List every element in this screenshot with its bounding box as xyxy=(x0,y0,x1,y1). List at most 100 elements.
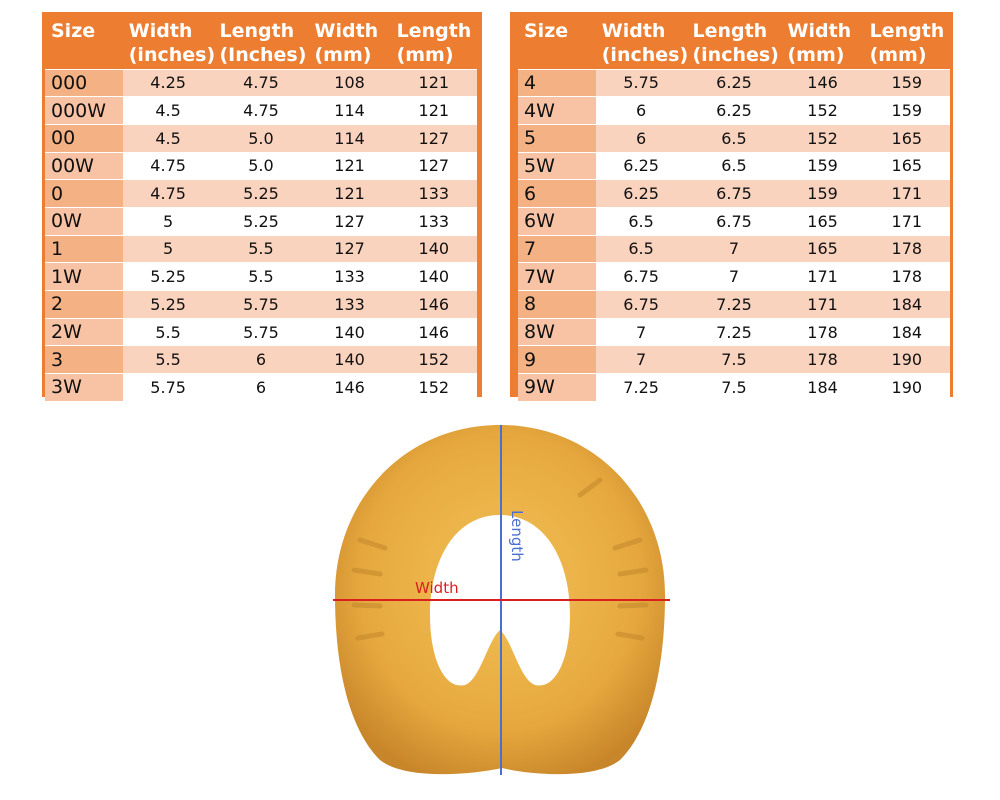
measurement-cell: 6 xyxy=(595,123,687,153)
measurement-cell: 7 xyxy=(686,234,782,263)
measurement-cell: 114 xyxy=(308,96,391,125)
measurement-cell: 121 xyxy=(308,151,391,180)
table-row: 4 5.75 6.25 146 159 xyxy=(518,68,950,97)
size-cell: 1 xyxy=(45,234,123,263)
measurement-cell: 133 xyxy=(308,290,391,319)
measurement-cell: 4.75 xyxy=(213,68,309,97)
size-cell: 8 xyxy=(518,290,596,319)
measurement-cell: 6.75 xyxy=(595,262,687,291)
measurement-cell: 146 xyxy=(390,290,477,319)
size-cell: 2W xyxy=(45,317,123,346)
table-row: 6W 6.5 6.75 165 171 xyxy=(518,206,950,236)
measurement-cell: 152 xyxy=(781,123,864,153)
column-header: Width (mm) xyxy=(781,15,864,69)
measurement-cell: 178 xyxy=(781,345,864,374)
table-divider-gap xyxy=(482,12,510,397)
measurement-cell: 171 xyxy=(781,290,864,319)
measurement-cell: 4.5 xyxy=(122,123,214,153)
measurement-cell: 5.25 xyxy=(213,179,309,208)
measurement-cell: 5 xyxy=(122,206,214,236)
measurement-cell: 159 xyxy=(863,68,950,97)
measurement-cell: 152 xyxy=(390,345,477,374)
measurement-cell: 4.75 xyxy=(213,96,309,125)
measurement-cell: 159 xyxy=(781,179,864,208)
size-cell: 00W xyxy=(45,151,123,180)
measurement-cell: 5.0 xyxy=(213,123,309,153)
table-divider xyxy=(478,12,515,397)
header-row: Size Width (inches) Length (Inches) Width (… xyxy=(45,15,477,69)
measurement-cell: 6.75 xyxy=(686,179,782,208)
measurement-cell: 6.25 xyxy=(686,96,782,125)
size-cell: 7 xyxy=(518,234,596,263)
width-label: Width xyxy=(415,579,459,597)
measurement-cell: 178 xyxy=(863,234,950,263)
measurement-cell: 6.5 xyxy=(686,151,782,180)
measurement-cell: 7 xyxy=(595,345,687,374)
table-row: 7W 6.75 7 171 178 xyxy=(518,262,950,291)
measurement-cell: 5.25 xyxy=(213,206,309,236)
measurement-cell: 7.5 xyxy=(686,345,782,374)
measurement-cell: 6.25 xyxy=(595,179,687,208)
measurement-cell: 133 xyxy=(308,262,391,291)
measurement-cell: 127 xyxy=(390,151,477,180)
size-cell: 00 xyxy=(45,123,123,153)
size-cell: 3 xyxy=(45,345,123,374)
size-cell: 0 xyxy=(45,179,123,208)
measurement-cell: 159 xyxy=(863,96,950,125)
measurement-cell: 5.75 xyxy=(213,317,309,346)
size-cell: 000W xyxy=(45,96,123,125)
measurement-cell: 114 xyxy=(308,123,391,153)
measurement-cell: 5.5 xyxy=(213,262,309,291)
measurement-cell: 146 xyxy=(308,373,391,401)
measurement-cell: 6.5 xyxy=(686,123,782,153)
measurement-cell: 6 xyxy=(213,373,309,401)
table-row: 3W 5.75 6 146 152 xyxy=(45,373,477,401)
size-chart-table: Size Width (inches) Length (Inches) Width (… xyxy=(45,15,477,401)
size-cell: 9W xyxy=(518,373,596,401)
length-label: Length xyxy=(508,510,526,562)
measurement-cell: 7 xyxy=(595,317,687,346)
measurement-cell: 171 xyxy=(863,206,950,236)
table-row: 1W 5.25 5.5 133 140 xyxy=(45,262,477,291)
measurement-cell: 7.25 xyxy=(686,290,782,319)
measurement-cell: 5.0 xyxy=(213,151,309,180)
measurement-cell: 5.5 xyxy=(122,317,214,346)
measurement-cell: 121 xyxy=(390,96,477,125)
table-row: 2 5.25 5.75 133 146 xyxy=(45,290,477,319)
measurement-cell: 108 xyxy=(308,68,391,97)
tread-ridges xyxy=(351,477,649,641)
measurement-cell: 184 xyxy=(863,317,950,346)
measurement-cell: 127 xyxy=(308,234,391,263)
measurement-cell: 165 xyxy=(781,206,864,236)
measurement-cell: 146 xyxy=(390,317,477,346)
size-cell: 8W xyxy=(518,317,596,346)
column-header: Width (inches) xyxy=(595,15,688,69)
measurement-cell: 5.25 xyxy=(122,262,214,291)
measurement-cell: 127 xyxy=(390,123,477,153)
measurement-cell: 152 xyxy=(781,96,864,125)
size-cell: 5W xyxy=(518,151,596,180)
size-table-right: Size Width (inches) Length (inches) Width (… xyxy=(515,12,953,401)
measurement-cell: 6.5 xyxy=(595,234,687,263)
measurement-cell: 5 xyxy=(122,234,214,263)
size-chart-table: Size Width (inches) Length (inches) Width (… xyxy=(518,15,950,401)
size-cell: 5 xyxy=(518,123,596,153)
measurement-cell: 7.5 xyxy=(686,373,782,401)
measurement-cell: 133 xyxy=(390,206,477,236)
measurement-cell: 7 xyxy=(686,262,782,291)
size-cell: 6 xyxy=(518,179,596,208)
column-header: Length (Inches) xyxy=(213,15,309,69)
measurement-cell: 6 xyxy=(595,96,687,125)
measurement-cell: 5.75 xyxy=(122,373,214,401)
measurement-cell: 184 xyxy=(781,373,864,401)
table-row: 2W 5.5 5.75 140 146 xyxy=(45,317,477,346)
measurement-cell: 165 xyxy=(781,234,864,263)
column-header: Length (inches) xyxy=(686,15,782,69)
size-cell: 2 xyxy=(45,290,123,319)
header-row: Size Width (inches) Length (inches) Width (… xyxy=(518,15,950,69)
measurement-cell: 5.5 xyxy=(122,345,214,374)
measurement-cell: 165 xyxy=(863,151,950,180)
measurement-cell: 165 xyxy=(863,123,950,153)
column-header: Width (inches) xyxy=(122,15,215,69)
measurement-cell: 140 xyxy=(308,345,391,374)
